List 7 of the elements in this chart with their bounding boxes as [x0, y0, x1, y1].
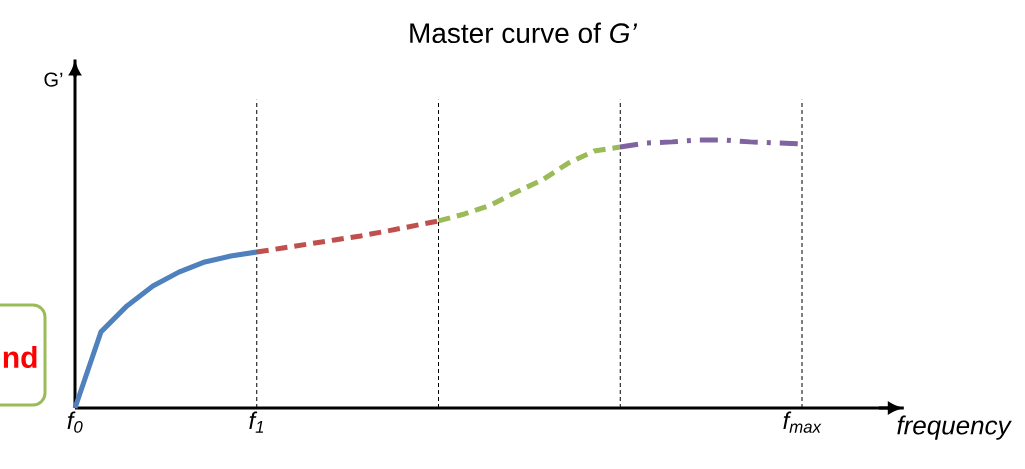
x-axis-title: frequency [897, 415, 1012, 440]
text: nd [3, 345, 37, 369]
x-tick-label: f$_{0}$ [67, 411, 83, 433]
x-tick-label: f$_{max}$ [783, 411, 822, 433]
y-axis-title: G’ [44, 72, 63, 87]
x-tick-label: f$_{1}$ [249, 411, 264, 433]
chart-title: Master curve of G’ [410, 22, 638, 44]
